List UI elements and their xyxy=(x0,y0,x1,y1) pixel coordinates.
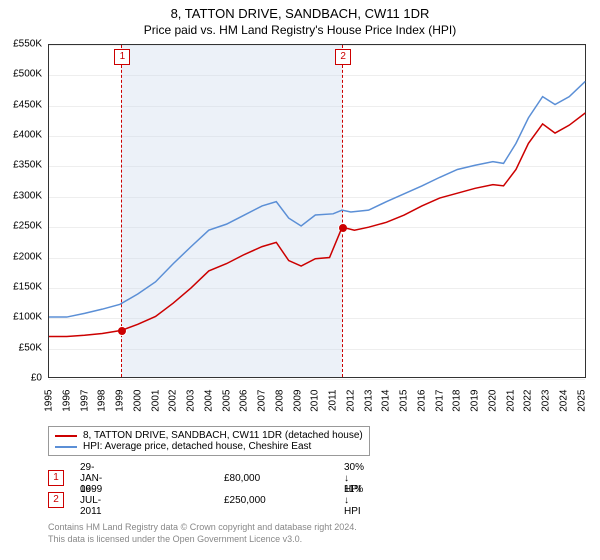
y-axis-label: £250K xyxy=(0,221,42,232)
chart-legend: 8, TATTON DRIVE, SANDBACH, CW11 1DR (det… xyxy=(48,426,370,456)
x-axis-label: 2023 xyxy=(541,390,552,412)
y-axis-label: £400K xyxy=(0,130,42,141)
legend-label: HPI: Average price, detached house, Ches… xyxy=(83,441,311,452)
x-axis-label: 2006 xyxy=(239,390,250,412)
x-axis-label: 2014 xyxy=(381,390,392,412)
y-axis-label: £300K xyxy=(0,190,42,201)
x-axis-label: 2020 xyxy=(487,390,498,412)
sale-badge: 2 xyxy=(48,492,64,508)
sale-row: 129-JAN-1999£80,00030% ↓ HPI xyxy=(48,470,64,486)
footnote-line: This data is licensed under the Open Gov… xyxy=(48,534,357,546)
sale-price: £80,000 xyxy=(224,473,260,484)
footnote-line: Contains HM Land Registry data © Crown c… xyxy=(48,522,357,534)
sale-date: 06-JUL-2011 xyxy=(80,484,102,517)
line-series xyxy=(49,45,587,379)
legend-swatch xyxy=(55,446,77,448)
x-axis-label: 2015 xyxy=(399,390,410,412)
x-axis-label: 1999 xyxy=(115,390,126,412)
x-axis-label: 2019 xyxy=(470,390,481,412)
y-axis-label: £450K xyxy=(0,99,42,110)
price-chart: 12 xyxy=(48,44,586,378)
y-axis-label: £50K xyxy=(0,342,42,353)
x-axis-label: 2025 xyxy=(576,390,587,412)
x-axis-label: 2017 xyxy=(434,390,445,412)
x-axis-label: 2013 xyxy=(363,390,374,412)
x-axis-label: 2024 xyxy=(558,390,569,412)
legend-label: 8, TATTON DRIVE, SANDBACH, CW11 1DR (det… xyxy=(83,430,363,441)
x-axis-label: 2007 xyxy=(257,390,268,412)
x-axis-label: 2000 xyxy=(132,390,143,412)
x-axis-label: 1996 xyxy=(61,390,72,412)
x-axis-label: 2011 xyxy=(328,390,339,412)
legend-item: HPI: Average price, detached house, Ches… xyxy=(55,441,363,452)
sale-price: £250,000 xyxy=(224,495,266,506)
y-axis-label: £350K xyxy=(0,160,42,171)
x-axis-label: 2005 xyxy=(221,390,232,412)
y-axis-label: £150K xyxy=(0,281,42,292)
x-axis-label: 2012 xyxy=(345,390,356,412)
x-axis-label: 2018 xyxy=(452,390,463,412)
series-property xyxy=(49,113,585,336)
x-axis-label: 2010 xyxy=(310,390,321,412)
x-axis-label: 2004 xyxy=(203,390,214,412)
x-axis-label: 2002 xyxy=(168,390,179,412)
x-axis-label: 2003 xyxy=(186,390,197,412)
y-axis-label: £100K xyxy=(0,312,42,323)
x-axis-label: 2009 xyxy=(292,390,303,412)
footnote: Contains HM Land Registry data © Crown c… xyxy=(48,522,357,545)
gridline xyxy=(49,379,585,380)
y-axis-label: £550K xyxy=(0,39,42,50)
page-title: 8, TATTON DRIVE, SANDBACH, CW11 1DR xyxy=(0,6,600,21)
sale-badge: 1 xyxy=(48,470,64,486)
series-hpi xyxy=(49,81,585,317)
y-axis-label: £200K xyxy=(0,251,42,262)
legend-item: 8, TATTON DRIVE, SANDBACH, CW11 1DR (det… xyxy=(55,430,363,441)
x-axis-label: 1998 xyxy=(97,390,108,412)
y-axis-label: £0 xyxy=(0,373,42,384)
x-axis-label: 1997 xyxy=(79,390,90,412)
sale-delta: 11% ↓ HPI xyxy=(344,484,363,517)
x-axis-label: 2022 xyxy=(523,390,534,412)
x-axis-label: 2001 xyxy=(150,390,161,412)
sale-row: 206-JUL-2011£250,00011% ↓ HPI xyxy=(48,492,64,508)
y-axis-label: £500K xyxy=(0,69,42,80)
x-axis-label: 2021 xyxy=(505,390,516,412)
legend-swatch xyxy=(55,435,77,437)
page-subtitle: Price paid vs. HM Land Registry's House … xyxy=(0,23,600,37)
x-axis-label: 1995 xyxy=(44,390,55,412)
x-axis-label: 2016 xyxy=(416,390,427,412)
x-axis-label: 2008 xyxy=(274,390,285,412)
